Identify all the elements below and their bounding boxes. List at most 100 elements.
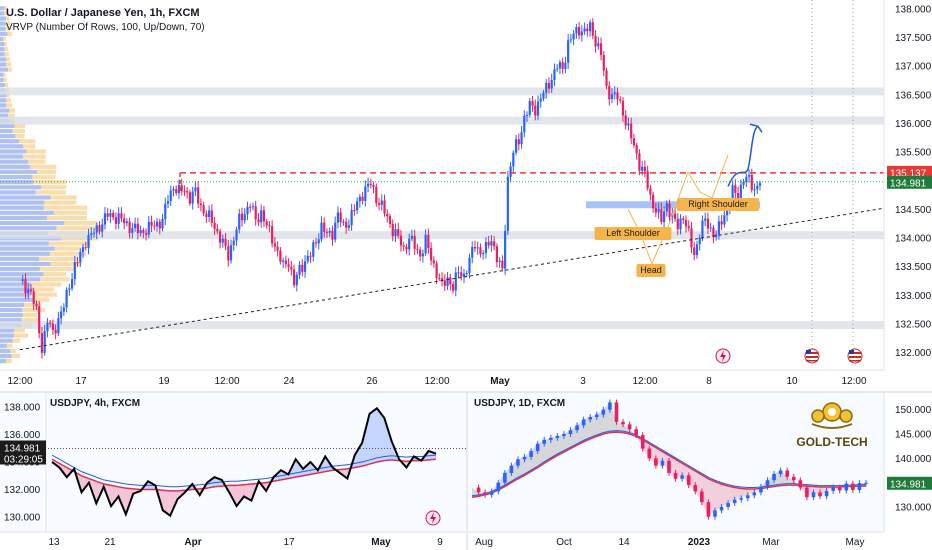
us-flag-icon[interactable] <box>804 348 820 364</box>
vrvp-row-down <box>39 266 74 272</box>
moving-average-line <box>51 458 437 492</box>
candle-body <box>161 219 164 229</box>
price-tick: 145.000 <box>895 430 932 441</box>
vrvp-row-up <box>0 343 7 348</box>
cloud-segment <box>616 421 624 433</box>
vrvp-row-up <box>0 62 6 67</box>
candle-body <box>857 483 862 490</box>
vrvp-row-up <box>0 220 65 226</box>
vrvp-row-up <box>0 195 51 200</box>
sub1-last-price-badge <box>0 440 46 465</box>
candle-body <box>199 203 202 206</box>
candle-body <box>290 266 293 270</box>
price-tick: 130.000 <box>895 502 932 513</box>
price-tick: 133.500 <box>895 262 932 273</box>
lightning-icon[interactable] <box>715 348 731 364</box>
candle-body <box>427 234 430 248</box>
vrvp-row-up <box>0 67 8 72</box>
candle-body <box>84 247 87 249</box>
candle-body <box>529 451 533 457</box>
lightning-icon[interactable] <box>425 510 441 526</box>
sub2-time-axis[interactable]: Aug Oct 14 2023 Mar May <box>468 531 884 548</box>
time-tick: 13 <box>48 537 60 548</box>
candle-body <box>98 225 101 232</box>
vrvp-row-up <box>0 16 6 21</box>
candle-body <box>295 274 298 286</box>
vrvp-row-down <box>54 246 83 251</box>
usdjpy-4h-panel[interactable]: USDJPY, 4h, FXCM <box>0 392 466 532</box>
candle-body <box>454 272 457 291</box>
candle-body <box>147 221 150 235</box>
candle-body <box>158 221 161 229</box>
price-tick: 136.000 <box>895 119 932 130</box>
candle-body <box>38 306 41 334</box>
candle-body <box>70 279 74 289</box>
vrvp-row-up <box>0 108 10 113</box>
candle-body <box>523 115 526 133</box>
candle-body <box>301 264 304 272</box>
vrvp-row-down <box>64 220 98 226</box>
candle-body <box>490 241 493 246</box>
candle-body <box>468 257 471 274</box>
candle-body <box>32 291 35 304</box>
vrvp-row-up <box>0 251 50 256</box>
candle-body <box>509 465 514 473</box>
vrvp-row-up <box>0 82 5 88</box>
candle-body <box>506 176 509 231</box>
candle-body <box>654 208 657 213</box>
candle-body <box>197 187 200 204</box>
cloud-segment <box>734 487 742 500</box>
candle-body <box>265 221 268 226</box>
time-tick: 14 <box>618 537 630 548</box>
main-time-axis[interactable]: 12:00 17 19 12:00 24 26 12:00 May 3 12:00 8 10 12:00 <box>0 369 932 392</box>
candle-body <box>465 273 468 275</box>
candle-body <box>586 28 589 32</box>
candle-body <box>758 183 762 186</box>
main-price-axis[interactable]: 132.000 132.500 133.000 133.500 134.000 134.5… <box>883 0 932 370</box>
us-flag-icon[interactable] <box>847 348 863 364</box>
candle-body <box>180 185 183 192</box>
candle-body <box>517 139 520 145</box>
candle-body <box>155 221 159 227</box>
candle-body <box>432 260 435 264</box>
time-tick: May <box>371 537 391 548</box>
vrvp-row-up <box>0 98 7 103</box>
candle-body <box>460 272 463 277</box>
candle-body <box>369 183 372 185</box>
candle-body <box>753 189 756 191</box>
sub2-price-axis[interactable]: 130.000135.000140.000145.000150.000134.9… <box>883 392 932 532</box>
candle-body <box>568 430 573 435</box>
pattern-annotations: Left Shoulder Head Right Shoulder <box>0 123 885 351</box>
vrvp-row-down <box>6 98 11 103</box>
main-chart-panel[interactable]: Left Shoulder Head Right Shoulder U.S. Dol… <box>0 0 885 370</box>
time-tick: Mar <box>762 537 780 548</box>
candle-body <box>736 193 740 200</box>
candle-body <box>700 491 704 503</box>
candle-body <box>257 219 260 223</box>
sr-zone-0 <box>0 231 884 240</box>
candle-body <box>487 242 490 246</box>
candle-body <box>558 62 562 69</box>
sub1-time-axis[interactable]: 13 21 Apr 17 May 9 <box>0 531 466 548</box>
candle-body <box>520 132 523 145</box>
candle-body <box>701 220 704 238</box>
vrvp-row-up <box>0 297 33 302</box>
vrvp-row-up <box>0 6 5 11</box>
time-tick: 21 <box>104 537 116 548</box>
candle-body <box>177 185 181 194</box>
head-label: Head <box>640 265 662 275</box>
vrvp-row-up <box>0 205 44 210</box>
price-tick: 137.000 <box>895 62 932 73</box>
vrvp-volume-profile <box>0 6 99 364</box>
vrvp-row-down <box>28 159 46 164</box>
candle-body <box>638 153 641 171</box>
candle-body <box>614 402 619 422</box>
candle-body <box>580 31 583 36</box>
cloud-segment <box>557 434 564 456</box>
time-tick: 12:00 <box>214 376 239 387</box>
projection-path <box>727 125 759 187</box>
sub1-price-axis[interactable]: 130.000132.000134.000136.000138.000134.9… <box>0 392 466 532</box>
candle-body <box>484 242 488 254</box>
vrvp-row-up <box>0 302 25 307</box>
vrvp-row-down <box>11 353 20 359</box>
